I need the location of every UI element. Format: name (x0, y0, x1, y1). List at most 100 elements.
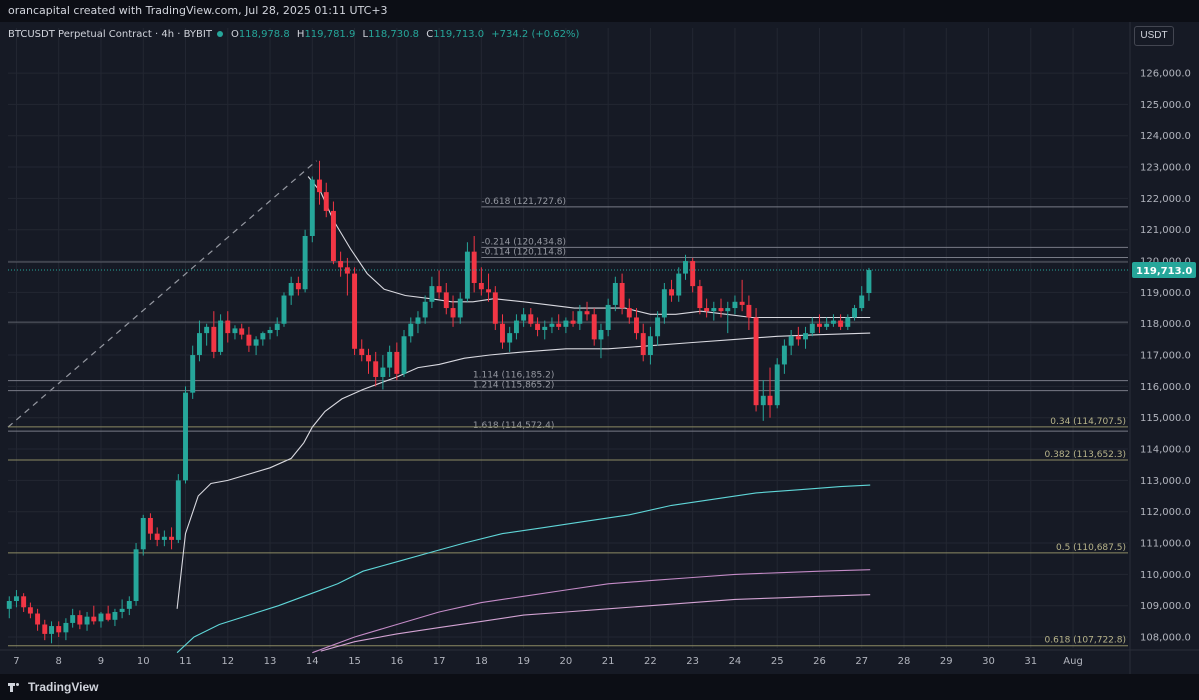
candle-body (408, 323, 414, 337)
candle-body (634, 317, 639, 334)
fib-level-label: 1.214 (115,865.2) (473, 381, 554, 391)
time-tick-label: 31 (1024, 656, 1037, 667)
candle-body (288, 282, 294, 296)
candle-body (13, 596, 19, 602)
candle-body (35, 613, 41, 625)
candle-body (126, 601, 132, 609)
time-tick-label: 28 (898, 656, 911, 667)
open-label: O (230, 29, 239, 40)
symbol-title: BTCUSDT Perpetual Contract · 4h · BYBIT (8, 29, 212, 40)
candle-body (598, 329, 604, 340)
candle-body (584, 311, 590, 315)
fib-level-label: 0.382 (113,652.3) (1045, 450, 1126, 460)
price-tick-label: 117,000.0 (1140, 351, 1191, 362)
candle-body (521, 314, 527, 321)
candle-body (387, 351, 393, 368)
time-tick-label: 11 (179, 656, 192, 667)
time-tick-label: 16 (390, 656, 403, 667)
candle-body (239, 328, 245, 335)
candle-body (105, 613, 111, 620)
candle-body (98, 613, 104, 622)
candle-body (640, 333, 646, 356)
candle-body (443, 292, 449, 309)
price-tick-label: 116,000.0 (1140, 382, 1191, 393)
time-tick-label: 23 (686, 656, 699, 667)
price-tick-label: 111,000.0 (1140, 539, 1191, 550)
candle-body (500, 323, 505, 343)
candle-body (175, 480, 181, 540)
candle-body (295, 282, 301, 290)
candle-body (246, 334, 252, 346)
fib-level-label: 1.618 (114,572.4) (473, 421, 554, 431)
candle-body (866, 270, 872, 294)
candle-body (281, 295, 287, 324)
price-tick-label: 109,000.0 (1140, 601, 1191, 612)
time-tick-label: 9 (98, 656, 104, 667)
price-tick-label: 126,000.0 (1140, 69, 1191, 80)
candle-body (507, 333, 513, 343)
candle-body (380, 367, 386, 377)
candle-body (478, 282, 484, 290)
high-label: H (296, 29, 305, 40)
time-tick-label: Aug (1063, 656, 1083, 667)
time-tick-label: 24 (729, 656, 742, 667)
candle-body (309, 179, 315, 236)
candle-body (27, 607, 33, 614)
candle-body (260, 333, 266, 340)
price-tick-label: 121,000.0 (1140, 225, 1191, 236)
attribution-text: orancapital created with TradingView.com… (8, 4, 388, 17)
time-tick-label: 8 (56, 656, 62, 667)
close-label: C (426, 29, 434, 40)
candle-body (330, 210, 336, 262)
tradingview-logo-icon (8, 680, 24, 694)
candle-body (373, 361, 379, 377)
candle-body (577, 311, 583, 324)
candle-body (852, 308, 858, 318)
candle-body (605, 304, 611, 330)
currency-button[interactable]: USDT (1134, 26, 1174, 46)
market-status-dot-icon (216, 31, 223, 37)
candle-body (591, 314, 597, 340)
price-tick-label: 118,000.0 (1140, 319, 1191, 330)
candle-body (119, 608, 125, 612)
candle-body (859, 295, 865, 309)
price-tick-label: 110,000.0 (1140, 570, 1191, 581)
moving-average-line (176, 484, 871, 654)
candle-body (788, 336, 794, 346)
price-tick-label: 119,000.0 (1140, 288, 1191, 299)
candle-body (817, 323, 822, 327)
candle-body (549, 323, 555, 327)
candle-body (676, 273, 682, 296)
candle-body (767, 395, 773, 406)
close-value: 119,713.0 (433, 29, 485, 40)
time-tick-label: 20 (560, 656, 573, 667)
time-tick-label: 10 (137, 656, 150, 667)
chart-legend: BTCUSDT Perpetual Contract · 4h · BYBIT O… (8, 29, 579, 40)
candle-body (824, 323, 830, 327)
candle-body (803, 333, 808, 340)
candle-body (781, 345, 787, 365)
candle-body (725, 308, 731, 312)
change-value: +734.2 (+0.62%) (491, 29, 580, 40)
price-tick-label: 108,000.0 (1140, 633, 1191, 644)
candle-body (626, 308, 632, 318)
candle-body (845, 317, 851, 327)
time-tick-label: 17 (433, 656, 446, 667)
price-tick-label: 113,000.0 (1140, 476, 1191, 487)
price-tick-label: 124,000.0 (1140, 131, 1191, 142)
candle-body (718, 308, 724, 312)
dashed-trendline (7, 160, 317, 428)
candle-body (21, 596, 27, 608)
candle-body (647, 336, 653, 356)
price-tick-label: 122,000.0 (1140, 194, 1191, 205)
candle-body (147, 517, 153, 534)
time-tick-label: 14 (306, 656, 319, 667)
candle-body (464, 251, 470, 299)
moving-average-line (176, 332, 871, 609)
low-value: 118,730.8 (368, 29, 420, 40)
footer-bar: TradingView (0, 674, 1199, 700)
candle-body (838, 320, 844, 327)
candle-body (570, 320, 576, 324)
candle-body (274, 323, 280, 330)
